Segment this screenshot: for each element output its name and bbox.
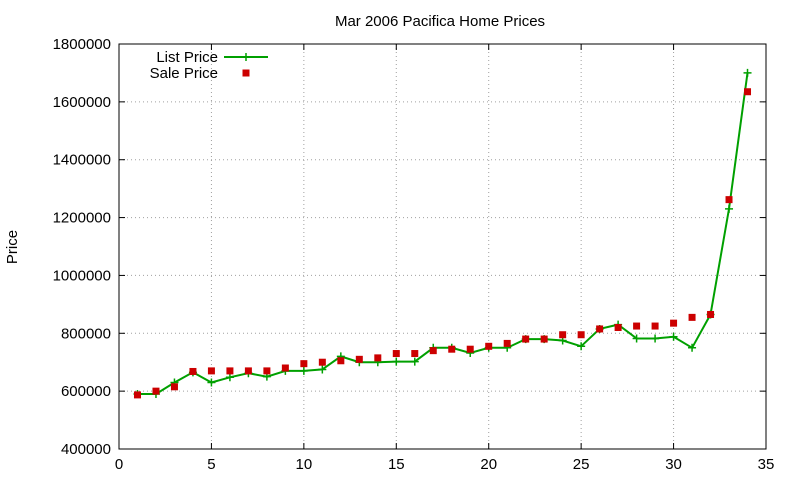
x-tick-label: 0: [115, 456, 123, 473]
sale-price-point: [207, 367, 215, 375]
sale-price-point: [411, 350, 419, 358]
sale-price-point: [244, 367, 252, 375]
sale-price-point: [133, 391, 141, 399]
list-price-point: [632, 334, 641, 343]
legend-label-list-price: List Price: [156, 49, 218, 66]
sale-price-point: [448, 345, 456, 353]
y-tick-label: 1600000: [53, 94, 111, 111]
sale-price-point: [540, 335, 548, 343]
x-tick-label: 30: [665, 456, 682, 473]
sale-price-point: [152, 387, 160, 395]
list-price-point: [577, 342, 586, 351]
list-price-point: [688, 343, 697, 352]
sale-price-point: [485, 342, 493, 350]
sale-price-point: [374, 354, 382, 362]
list-price-point: [207, 378, 216, 387]
sale-price-point: [707, 310, 715, 318]
list-price-point: [392, 357, 401, 366]
chart-title: Mar 2006 Pacifica Home Prices: [335, 13, 545, 30]
sale-price-point: [614, 324, 622, 331]
list-price-point: [651, 334, 660, 343]
x-tick-label: 35: [758, 456, 775, 473]
list-price-point: [225, 373, 234, 382]
sale-price-point: [337, 357, 345, 365]
sale-price-point: [559, 331, 567, 339]
grid: [119, 44, 766, 449]
sale-price-point: [522, 335, 530, 343]
sale-price-point: [577, 331, 585, 339]
x-tick-label: 15: [388, 456, 405, 473]
sale-price-point: [300, 360, 308, 368]
sale-price-point: [281, 364, 289, 372]
sale-price-point: [596, 325, 604, 333]
axes: 0 5 10 15 20 25 30 35 400000 600000 800000 1000000 1…: [53, 36, 775, 473]
sale-price-point: [633, 322, 641, 330]
x-tick-label: 5: [207, 456, 215, 473]
list-price-point: [318, 365, 327, 374]
sale-price-point: [503, 339, 511, 347]
sale-price-point: [226, 367, 234, 375]
sale-price-point: [688, 313, 696, 321]
list-price-point: [743, 68, 752, 77]
x-tick-label: 10: [296, 456, 313, 473]
sale-price-point: [355, 355, 363, 363]
plot-area: [133, 68, 752, 399]
sale-price-point: [744, 88, 752, 96]
sale-price-point: [263, 367, 271, 375]
sale-price-point: [466, 345, 474, 353]
x-tick-label: 25: [573, 456, 590, 473]
x-tick-label: 20: [480, 456, 497, 473]
list-price-line: [137, 72, 749, 395]
y-tick-label: 1400000: [53, 152, 111, 169]
legend-label-sale-price: Sale Price: [150, 65, 218, 82]
y-tick-label: 1000000: [53, 267, 111, 284]
sale-price-point: [392, 350, 400, 358]
y-tick-label: 800000: [61, 325, 111, 342]
list-price-point: [669, 332, 678, 341]
list-price-point: [725, 204, 734, 213]
list-price-point: [410, 357, 419, 366]
sale-price-point: [170, 383, 178, 391]
sale-price-point: [189, 367, 197, 375]
sale-price-point: [429, 347, 437, 355]
y-tick-label: 400000: [61, 441, 111, 458]
y-tick-label: 1200000: [53, 210, 111, 227]
list-price-point: [299, 366, 308, 375]
y-axis-label: Price: [4, 230, 21, 264]
legend-marker-sale-price: [242, 69, 250, 77]
sale-price-point: [670, 319, 678, 327]
sale-price-point: [725, 196, 733, 204]
sale-price-point: [318, 358, 326, 366]
y-tick-label: 1800000: [53, 36, 111, 53]
sale-price-point: [651, 322, 659, 330]
legend-marker-list-price: [242, 53, 250, 61]
plot-frame: [118, 43, 767, 450]
y-tick-label: 600000: [61, 383, 111, 400]
